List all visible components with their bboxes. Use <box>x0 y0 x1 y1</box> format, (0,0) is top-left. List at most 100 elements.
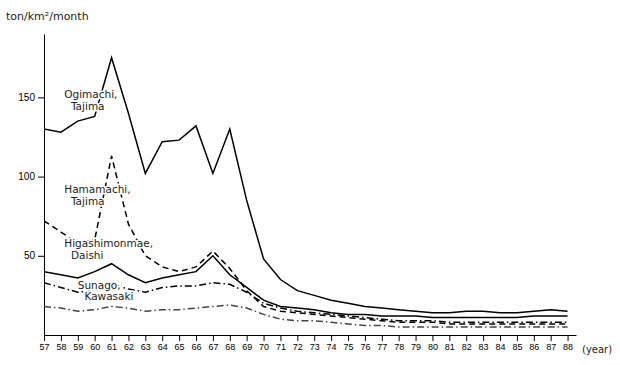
x-tick: 60 <box>90 335 100 352</box>
x-tick-mark <box>179 335 180 341</box>
x-tick: 85 <box>512 335 522 352</box>
x-tick-mark <box>432 335 433 341</box>
y-tick-mark <box>38 256 44 257</box>
x-tick: 64 <box>158 335 168 352</box>
x-tick-mark <box>382 335 383 341</box>
x-tick-label: 75 <box>343 342 353 352</box>
x-tick-label: 59 <box>73 342 83 352</box>
line-label: Sunago, Kawasaki <box>78 279 134 303</box>
chart: 57 58 59 60 61 62 63 64 65 66 67 68 69 70 71 72 73 74 75 76… <box>0 0 620 365</box>
plot: 57 58 59 60 61 62 63 64 65 66 67 68 69 70 71 72 73 74 75 76… <box>6 10 612 355</box>
x-tick-label: 81 <box>445 342 455 352</box>
x-tick-label: 74 <box>327 342 337 352</box>
x-tick-mark <box>128 335 129 341</box>
x-tick: 75 <box>343 335 353 352</box>
x-tick-label: 70 <box>259 342 269 352</box>
x-tick: 74 <box>327 335 337 352</box>
x-tick: 69 <box>242 335 252 352</box>
x-tick: 70 <box>259 335 269 352</box>
y-tick: 50 <box>24 250 44 261</box>
x-tick-label: 58 <box>56 342 66 352</box>
x-tick-mark <box>483 335 484 341</box>
x-tick-label: 61 <box>107 342 117 352</box>
x-tick-mark <box>247 335 248 341</box>
y-tick: 100 <box>18 171 44 182</box>
y-tick-mark <box>38 97 44 98</box>
x-tick-mark <box>399 335 400 341</box>
x-tick-label: 66 <box>191 342 201 352</box>
x-tick: 65 <box>175 335 185 352</box>
x-tick: 77 <box>377 335 387 352</box>
x-tick: 57 <box>39 335 49 352</box>
x-tick-mark <box>365 335 366 341</box>
x-tick-mark <box>78 335 79 341</box>
x-tick-mark <box>196 335 197 341</box>
x-tick-mark <box>568 335 569 341</box>
x-tick-mark <box>348 335 349 341</box>
x-tick-label: 78 <box>394 342 404 352</box>
x-tick: 63 <box>141 335 151 352</box>
x-tick-label: 79 <box>411 342 421 352</box>
x-tick: 82 <box>462 335 472 352</box>
x-tick-label: 63 <box>141 342 151 352</box>
x-tick-mark <box>61 335 62 341</box>
x-tick-label: 85 <box>512 342 522 352</box>
series-line <box>44 156 568 324</box>
x-tick-label: 88 <box>563 342 573 352</box>
y-tick-label: 100 <box>18 171 35 182</box>
y-axis-title: ton/km²/month <box>6 10 89 23</box>
x-tick-mark <box>449 335 450 341</box>
lines <box>44 58 568 327</box>
series-line <box>44 256 568 318</box>
x-tick-label: 80 <box>428 342 438 352</box>
x-tick-label: 57 <box>39 342 49 352</box>
line-label: Ogimachi, Tajima <box>64 88 117 112</box>
x-tick-mark <box>112 335 113 341</box>
series-line <box>44 305 568 327</box>
x-axis-title: (year) <box>582 344 612 355</box>
y-tick-mark <box>38 177 44 178</box>
x-tick-label: 62 <box>124 342 134 352</box>
x-tick-label: 64 <box>158 342 168 352</box>
x-tick: 87 <box>546 335 556 352</box>
x-tick-label: 82 <box>462 342 472 352</box>
x-tick: 68 <box>225 335 235 352</box>
x-tick: 61 <box>107 335 117 352</box>
x-tick: 79 <box>411 335 421 352</box>
x-tick-mark <box>95 335 96 341</box>
annotations: Ogimachi, TajimaHamamachi, TajimaHigashi… <box>64 88 153 302</box>
x-tick-mark <box>44 335 45 341</box>
y-axis: 50 100 150 <box>18 35 44 336</box>
x-tick: 72 <box>293 335 303 352</box>
y-tick-label: 150 <box>18 92 35 103</box>
x-tick: 73 <box>310 335 320 352</box>
x-tick-label: 84 <box>495 342 505 352</box>
x-tick-mark <box>331 335 332 341</box>
x-tick-label: 86 <box>529 342 539 352</box>
x-tick-mark <box>314 335 315 341</box>
x-tick: 58 <box>56 335 66 352</box>
x-tick: 84 <box>495 335 505 352</box>
y-tick-label: 50 <box>24 250 36 261</box>
x-tick: 76 <box>360 335 370 352</box>
x-tick-label: 60 <box>90 342 100 352</box>
x-tick: 67 <box>208 335 218 352</box>
x-tick: 83 <box>479 335 489 352</box>
series-line <box>44 58 568 313</box>
x-tick-mark <box>500 335 501 341</box>
x-tick: 66 <box>191 335 201 352</box>
x-tick-label: 65 <box>175 342 185 352</box>
x-tick-label: 71 <box>276 342 286 352</box>
x-tick: 81 <box>445 335 455 352</box>
x-tick: 80 <box>428 335 438 352</box>
x-tick-mark <box>551 335 552 341</box>
x-tick-mark <box>517 335 518 341</box>
x-axis: 57 58 59 60 61 62 63 64 65 66 67 68 69 70 71 72 73 74 75 76… <box>39 335 576 352</box>
x-tick-mark <box>213 335 214 341</box>
x-tick-label: 73 <box>310 342 320 352</box>
x-tick-mark <box>264 335 265 341</box>
y-axis-line <box>44 35 45 336</box>
x-tick: 71 <box>276 335 286 352</box>
x-axis-line <box>45 335 577 336</box>
x-tick-mark <box>297 335 298 341</box>
